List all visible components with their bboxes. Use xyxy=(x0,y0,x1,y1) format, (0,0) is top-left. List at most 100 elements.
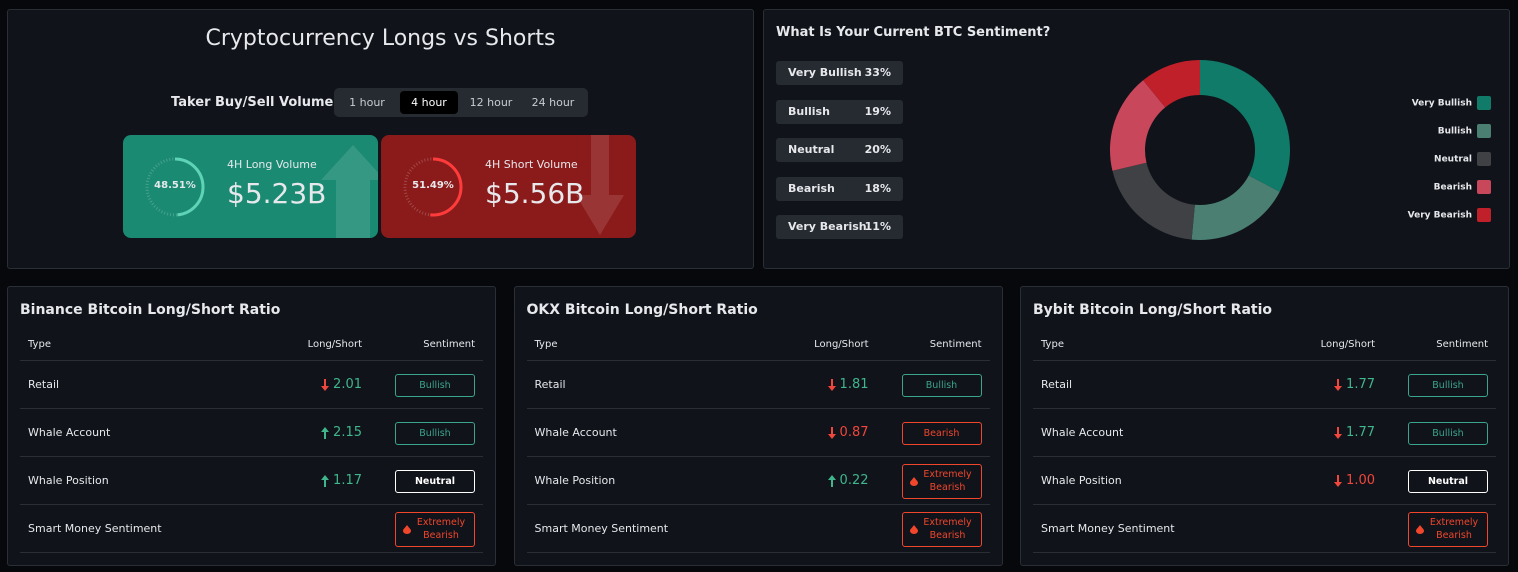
direction-arrow xyxy=(321,379,329,391)
ratio-value: 1.81 xyxy=(839,377,869,392)
sentiment-badge: Bullish xyxy=(395,421,475,445)
sentiment-badge: Bullish xyxy=(1408,373,1488,397)
row-type: Whale Position xyxy=(534,474,616,487)
bear-icon xyxy=(909,476,918,486)
legend-label: Very Bullish xyxy=(1412,99,1472,109)
row-type: Whale Position xyxy=(1041,474,1122,487)
row-type: Smart Money Sentiment xyxy=(28,522,162,535)
col-header: Long/Short xyxy=(1320,339,1375,350)
table-title: OKX Bitcoin Long/Short Ratio xyxy=(526,302,758,318)
page-title: Cryptocurrency Longs vs Shorts xyxy=(205,26,556,51)
col-header: Long/Short xyxy=(814,339,869,350)
row-type: Smart Money Sentiment xyxy=(1041,522,1175,535)
direction-arrow xyxy=(321,475,329,487)
row-divider xyxy=(526,456,990,457)
tab-bar: 1 hour 4 hour 12 hour 24 hour xyxy=(334,88,588,117)
ratio-value: 2.15 xyxy=(333,425,362,440)
row-divider xyxy=(526,408,990,409)
badge-text: Bullish xyxy=(1432,427,1464,439)
sentiment-name: Bearish xyxy=(788,181,835,195)
badge-text: Extremely Bearish xyxy=(416,517,466,541)
time-tab[interactable]: 24 hour xyxy=(531,96,575,109)
row-divider xyxy=(20,456,483,457)
badge-text: Bullish xyxy=(1432,379,1464,391)
legend-label: Bearish xyxy=(1434,183,1472,193)
badge-text: Bullish xyxy=(419,379,451,391)
long-amount: $5.23B xyxy=(227,177,327,210)
sentiment-badge: Bearish xyxy=(901,421,982,445)
legend-swatch xyxy=(1477,152,1491,166)
time-tab[interactable]: 1 hour xyxy=(349,96,385,109)
row-divider xyxy=(20,552,483,553)
table-panel: Bybit Bitcoin Long/Short Ratio Type Long/S… xyxy=(1020,286,1509,566)
long-card-art xyxy=(321,145,378,238)
badge-text: Neutral xyxy=(1427,475,1469,487)
sentiment-percent: 33% xyxy=(864,66,891,79)
sentiment-percent: 18% xyxy=(864,181,891,195)
sentiment-percent: 20% xyxy=(864,143,891,156)
legend-label: Neutral xyxy=(1434,155,1472,165)
sentiment-badge: Extremely Bearish xyxy=(1408,511,1488,547)
row-type: Retail xyxy=(534,378,566,391)
col-header: Type xyxy=(1041,339,1064,350)
row-divider xyxy=(20,408,483,409)
short-percent: 51.49% xyxy=(412,180,454,191)
sentiment-name: Very Bullish xyxy=(788,66,862,79)
sentiment-name: Neutral xyxy=(788,143,835,156)
ratio-value: 2.01 xyxy=(333,377,362,392)
col-header: Sentiment xyxy=(1436,339,1488,350)
sentiment-badge: Bullish xyxy=(901,373,982,397)
time-tab[interactable]: 12 hour xyxy=(469,96,513,109)
short-card-art xyxy=(576,135,624,235)
time-tab[interactable]: 4 hour xyxy=(400,91,458,114)
sentiment-pill: Bullish 19% xyxy=(776,99,903,124)
ratio-value: 0.22 xyxy=(839,473,869,488)
row-type: Whale Account xyxy=(28,426,111,439)
sentiment-pill: Neutral 20% xyxy=(776,138,903,162)
row-type: Whale Account xyxy=(1041,426,1124,439)
sentiment-name: Bullish xyxy=(788,104,830,118)
direction-arrow xyxy=(1334,427,1342,439)
badge-text: Bullish xyxy=(419,427,451,439)
row-divider xyxy=(1033,360,1496,361)
sentiment-badge: Bullish xyxy=(1408,421,1488,445)
legend-label: Very Bearish xyxy=(1408,211,1472,221)
col-header: Sentiment xyxy=(929,339,982,350)
legend-swatch xyxy=(1477,180,1491,194)
bear-icon xyxy=(909,524,918,534)
ratio-value: 1.17 xyxy=(333,473,362,488)
direction-arrow xyxy=(827,427,836,439)
badge-text: Bearish xyxy=(923,427,960,439)
row-type: Whale Position xyxy=(28,474,109,487)
direction-arrow xyxy=(1334,475,1342,487)
sentiment-badge: Extremely Bearish xyxy=(901,511,982,547)
badge-text: Extremely Bearish xyxy=(1429,517,1479,541)
sentiment-percent: 19% xyxy=(864,104,891,118)
ratio-value: 0.87 xyxy=(839,425,869,440)
legend-label: Bullish xyxy=(1438,127,1472,137)
donut-segment xyxy=(1112,162,1195,240)
row-divider xyxy=(526,552,990,553)
direction-arrow xyxy=(827,379,836,391)
sentiment-title: What Is Your Current BTC Sentiment? xyxy=(776,25,1051,40)
sentiment-name: Very Bearish xyxy=(788,220,867,233)
row-type: Retail xyxy=(28,378,60,391)
col-header: Type xyxy=(28,339,51,350)
badge-text: Neutral xyxy=(414,475,456,487)
gauge-arc xyxy=(145,157,205,217)
direction-arrow xyxy=(1334,379,1342,391)
ratio-value: 1.77 xyxy=(1346,377,1375,392)
legend-swatch xyxy=(1477,208,1491,222)
donut-segment xyxy=(1191,175,1280,241)
short-card xyxy=(381,135,636,238)
row-divider xyxy=(1033,504,1496,505)
sentiment-badge: Extremely Bearish xyxy=(395,511,475,547)
row-divider xyxy=(20,504,483,505)
legend-swatch xyxy=(1477,96,1491,110)
sentiment-badge: Neutral xyxy=(1408,469,1488,493)
badge-text: Extremely Bearish xyxy=(923,517,972,541)
sentiment-pill: Very Bearish 11% xyxy=(776,215,903,239)
table-title: Bybit Bitcoin Long/Short Ratio xyxy=(1033,302,1273,318)
long-card xyxy=(123,135,378,238)
